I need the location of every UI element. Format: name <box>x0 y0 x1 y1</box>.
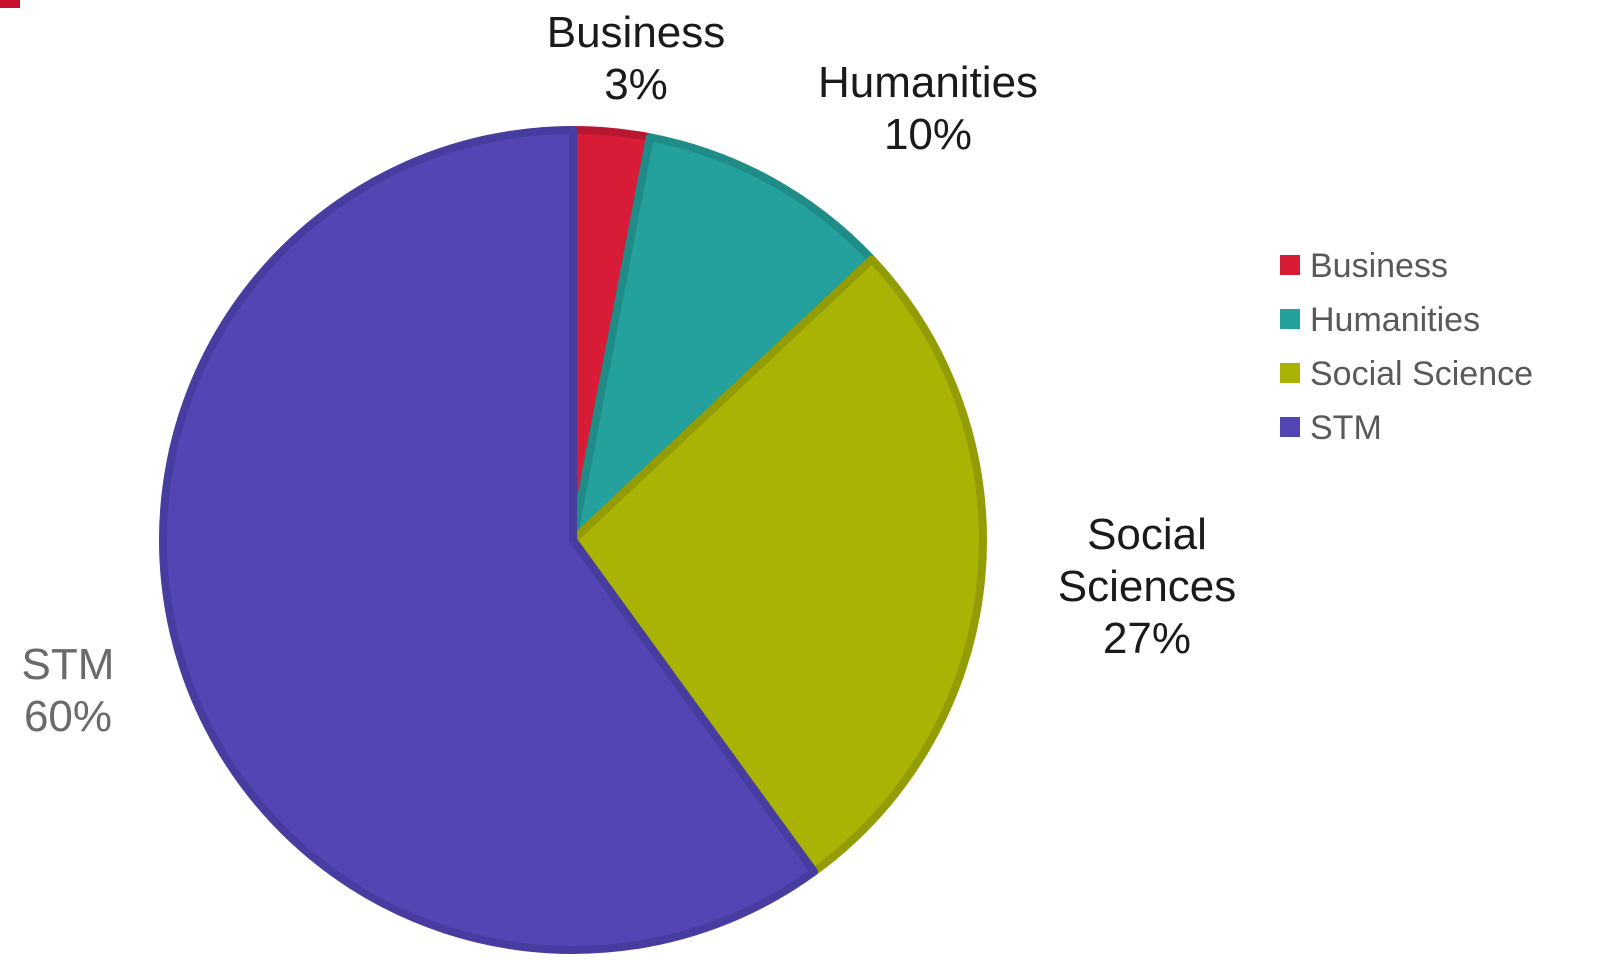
slice-name-label: Social <box>1087 510 1207 559</box>
slice-percent-label: 3% <box>604 60 668 109</box>
pie-slice-stm <box>159 126 818 954</box>
legend-label-stm: STM <box>1310 409 1382 447</box>
slice-percent-label: 10% <box>884 110 972 159</box>
pie-slice-humanities <box>569 133 876 544</box>
slice-name-label: Sciences <box>1058 562 1237 611</box>
slice-label-social-sciences: Social Sciences 27% <box>1058 510 1237 663</box>
slice-label-stm: STM 60% <box>22 640 115 741</box>
legend-label-business: Business <box>1310 247 1448 285</box>
slice-label-business: Business 3% <box>547 8 726 109</box>
slice-name-label: Humanities <box>818 58 1038 107</box>
slice-name-label: Business <box>547 8 726 57</box>
legend-swatch-humanities <box>1280 309 1300 329</box>
legend: Business Humanities Social Science STM <box>1280 247 1533 447</box>
legend-swatch-stm <box>1280 417 1300 437</box>
slice-name-label: STM <box>22 640 115 689</box>
slice-percent-label: 27% <box>1103 614 1191 663</box>
pie-slice-social-sciences <box>569 255 987 876</box>
legend-swatch-business <box>1280 255 1300 275</box>
legend-label-humanities: Humanities <box>1310 301 1480 339</box>
legend-label-social-sciences: Social Science <box>1310 355 1533 393</box>
slice-label-humanities: Humanities 10% <box>818 58 1038 159</box>
corner-accent-mark <box>0 0 20 8</box>
legend-swatch-social-sciences <box>1280 363 1300 383</box>
slice-labels: Business 3% Humanities 10% Social Sciences 27%… <box>22 8 1237 741</box>
pie-slices <box>159 126 987 954</box>
slice-percent-label: 60% <box>24 692 112 741</box>
